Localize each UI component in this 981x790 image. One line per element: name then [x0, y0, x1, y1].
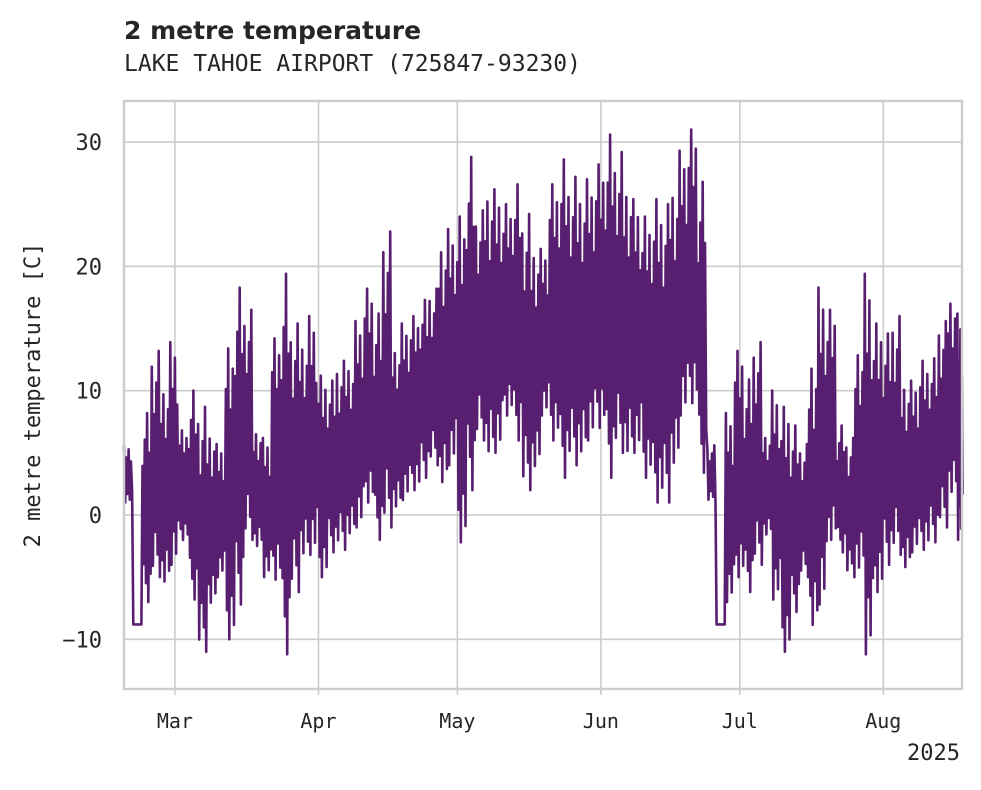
y-tick-label: 20 — [76, 255, 103, 280]
x-tick-label: Aug — [865, 709, 901, 733]
x-tick-label: Mar — [157, 709, 193, 733]
x-tick-label: May — [439, 709, 475, 733]
x-tick-label: Jul — [722, 709, 758, 733]
x-tick-label: Jun — [583, 709, 619, 733]
y-tick-label: 10 — [76, 380, 103, 405]
series-line — [122, 128, 964, 656]
chart-subtitle: LAKE TAHOE AIRPORT (725847-93230) — [124, 51, 581, 77]
chart-title: 2 metre temperature — [124, 16, 422, 45]
x-tick-label: Apr — [300, 709, 336, 733]
plot-frame — [122, 99, 964, 691]
y-tick-label: 0 — [89, 504, 102, 529]
y-tick-label: −10 — [62, 628, 102, 653]
y-tick-label: 30 — [76, 131, 103, 156]
x-offset-label: 2025 — [907, 741, 960, 766]
y-axis-label: 2 metre temperature [C] — [21, 243, 46, 548]
